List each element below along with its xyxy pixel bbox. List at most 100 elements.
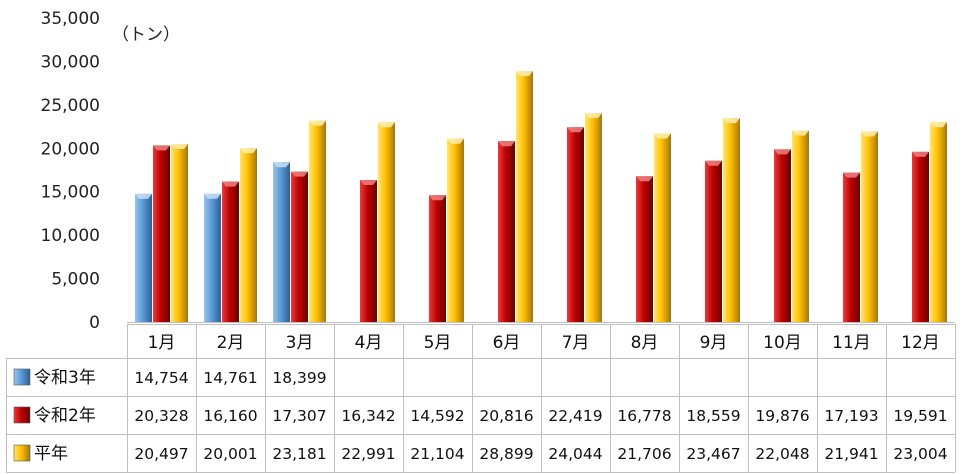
legend-label: 令和2年 [34,406,96,426]
data-label: 23,467 [686,445,740,463]
bar [723,118,740,323]
y-tick-label: 10,000 [41,226,100,246]
bar-cap [567,127,584,133]
data-label: 17,193 [824,407,878,425]
bar-cap [447,138,464,144]
category-label: 8月 [631,333,659,353]
data-label: 20,001 [203,445,257,463]
bar [291,171,308,322]
bar-cap [153,145,170,151]
data-label: 22,991 [341,445,395,463]
bar-cap [222,181,239,187]
category-label: 5月 [424,333,452,353]
data-label: 21,104 [410,445,464,463]
bar-cap [135,193,152,199]
data-label: 20,497 [134,445,188,463]
legend-label: 平年 [34,444,68,464]
bar [567,127,584,323]
category-label: 11月 [832,333,871,353]
bar-cap [273,162,290,168]
bar [171,143,188,322]
legend-swatch [13,406,31,424]
bar [792,130,809,322]
bar-cap [585,113,602,119]
bar-cap [654,133,671,139]
data-label: 22,048 [755,445,809,463]
data-label: 18,559 [686,407,740,425]
y-tick-label: 30,000 [41,52,100,72]
data-label: 23,004 [893,445,947,463]
bar [447,138,464,322]
data-label: 14,592 [410,407,464,425]
bar [585,113,602,323]
bar [153,145,170,322]
bar-cap [171,143,188,149]
y-tick-label: 25,000 [41,96,100,116]
y-tick-label: 35,000 [41,9,100,29]
category-label: 4月 [355,333,383,353]
y-tick-label: 0 [89,313,100,333]
bar-cap [723,118,740,124]
bar [222,181,239,322]
bar [843,172,860,322]
bar-cap [930,122,947,128]
category-label: 6月 [493,333,521,353]
bars [127,70,955,323]
data-label: 17,307 [272,407,326,425]
bar-cap [705,160,722,166]
bar-cap [843,172,860,178]
bar [516,70,533,322]
legend-label: 令和3年 [34,368,96,388]
bar-cap [774,149,791,155]
bar-cap [636,176,653,182]
category-label: 2月 [217,333,245,353]
bar [774,149,791,322]
category-label: 9月 [700,333,728,353]
bar-cap [378,122,395,128]
bar [135,193,152,322]
bar [309,120,326,322]
bar [378,122,395,323]
data-label: 18,399 [272,369,326,387]
category-label: 7月 [562,333,590,353]
bar [360,180,377,322]
legend-swatch [13,444,31,462]
bar-cap [792,130,809,136]
bar-cap [861,131,878,137]
bar-cap [516,70,533,76]
data-label: 19,876 [755,407,809,425]
bar [273,162,290,322]
bar-cap [912,151,929,157]
data-label: 23,181 [272,445,326,463]
bar [705,160,722,322]
bar-cap [498,141,515,147]
bar-cap [309,120,326,126]
bar-cap [204,193,221,199]
data-label: 28,899 [479,445,533,463]
bar [636,176,653,322]
legend-swatch [13,368,31,386]
y-axis: 0 5,000 10,000 15,000 20,000 25,000 30,000 35,0… [41,9,100,333]
data-label: 14,761 [203,369,257,387]
data-label: 20,816 [479,407,533,425]
data-label: 21,941 [824,445,878,463]
category-label: 12月 [901,333,940,353]
bar-cap [240,148,257,154]
bar [861,131,878,322]
data-label: 16,160 [203,407,257,425]
data-label: 16,778 [617,407,671,425]
bar [654,133,671,322]
category-label: 10月 [763,333,802,353]
data-label: 19,591 [893,407,947,425]
bar [930,122,947,323]
bar-cap [429,195,446,201]
unit-label: （トン） [112,25,180,45]
data-label: 16,342 [341,407,395,425]
bar [429,195,446,322]
y-tick-label: 20,000 [41,139,100,159]
data-label: 21,706 [617,445,671,463]
data-label: 14,754 [134,369,188,387]
data-label: 22,419 [548,407,602,425]
data-label: 20,328 [134,407,188,425]
